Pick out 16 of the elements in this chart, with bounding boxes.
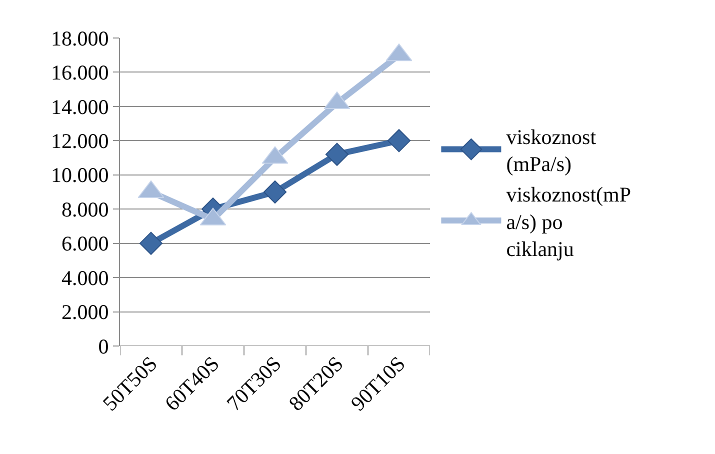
y-tick-label: 0 — [98, 334, 109, 358]
y-tick-label: 6.000 — [62, 232, 109, 256]
y-tick-label: 10.000 — [51, 163, 109, 188]
point — [139, 232, 163, 255]
y-tick-label: 2.000 — [62, 300, 109, 324]
point — [387, 129, 411, 152]
legend-label: viskoznost (mPa/s) — [506, 124, 596, 176]
y-tick-label: 12.000 — [51, 129, 109, 154]
y-tick-label: 18.000 — [51, 26, 109, 50]
y-tick-label: 14.000 — [51, 94, 109, 119]
y-tick-label: 4.000 — [62, 266, 109, 290]
point — [263, 180, 287, 204]
y-tick-label: 16.000 — [51, 60, 109, 85]
y-tick-label: 8.000 — [62, 197, 109, 222]
point — [325, 142, 349, 166]
legend-label: viskoznost(mPa/s) po ciklanju — [506, 182, 632, 262]
